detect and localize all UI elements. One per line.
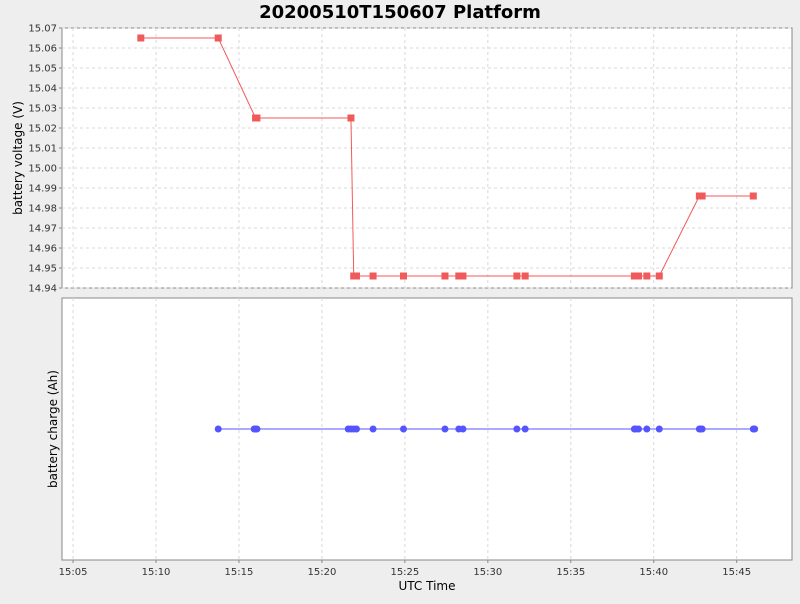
y-tick-label-0-11: 15.05 [28,64,57,75]
y-axis-label-1: battery charge (Ah) [46,370,60,488]
data-point-0-4 [347,114,355,122]
y-tick-label-0-5: 14.99 [28,184,57,195]
data-point-1-18 [643,425,651,433]
data-point-0-10 [455,272,463,280]
data-point-0-7 [369,272,377,280]
data-point-1-24 [751,425,759,433]
y-tick-label-0-9: 15.03 [28,104,57,115]
data-point-0-16 [643,272,651,280]
data-point-1-7 [352,425,360,433]
data-point-0-1 [214,34,222,42]
data-point-1-8 [369,425,377,433]
data-point-1-0 [214,425,222,433]
data-point-0-11 [459,272,467,280]
data-point-1-12 [459,425,467,433]
data-point-1-22 [698,425,706,433]
chart-title: 20200510T150607 Platform [259,2,541,23]
x-axis-label: UTC Time [399,579,456,593]
data-point-0-20 [749,192,757,200]
data-point-1-9 [399,425,407,433]
data-point-0-12 [513,272,521,280]
y-tick-label-0-12: 15.06 [28,44,57,55]
y-tick-label-0-6: 15.00 [28,164,57,175]
x-tick-label-0: 15:05 [59,567,88,578]
data-point-1-10 [441,425,449,433]
data-point-0-15 [635,272,643,280]
data-point-0-17 [655,272,663,280]
y-axis-label-0: battery voltage (V) [11,101,25,215]
data-point-0-8 [399,272,407,280]
data-point-1-3 [253,425,261,433]
x-tick-label-5: 15:30 [473,567,502,578]
y-tick-label-0-4: 14.98 [28,204,57,215]
x-tick-label-2: 15:15 [225,567,254,578]
y-tick-label-0-2: 14.96 [28,244,57,255]
data-point-1-13 [513,425,521,433]
y-tick-label-0-0: 14.94 [28,284,57,295]
y-tick-label-0-1: 14.95 [28,264,57,275]
data-point-0-6 [352,272,360,280]
data-point-0-9 [441,272,449,280]
data-point-1-14 [521,425,529,433]
data-point-1-19 [655,425,663,433]
y-tick-label-0-3: 14.97 [28,224,57,235]
x-tick-label-4: 15:25 [390,567,419,578]
plot-area-0 [61,27,793,289]
x-tick-label-8: 15:45 [722,567,751,578]
x-tick-label-7: 15:40 [639,567,668,578]
data-point-0-13 [521,272,529,280]
data-point-1-17 [635,425,643,433]
data-point-0-0 [137,34,145,42]
y-tick-label-0-10: 15.04 [28,84,57,95]
y-tick-label-0-13: 15.07 [28,24,57,35]
x-tick-label-1: 15:10 [142,567,171,578]
x-tick-label-6: 15:35 [556,567,585,578]
data-point-0-14 [630,272,638,280]
y-tick-label-0-8: 15.02 [28,124,57,135]
data-point-0-19 [698,192,706,200]
x-tick-label-3: 15:20 [308,567,337,578]
data-point-0-3 [253,114,261,122]
y-tick-label-0-7: 15.01 [28,144,57,155]
